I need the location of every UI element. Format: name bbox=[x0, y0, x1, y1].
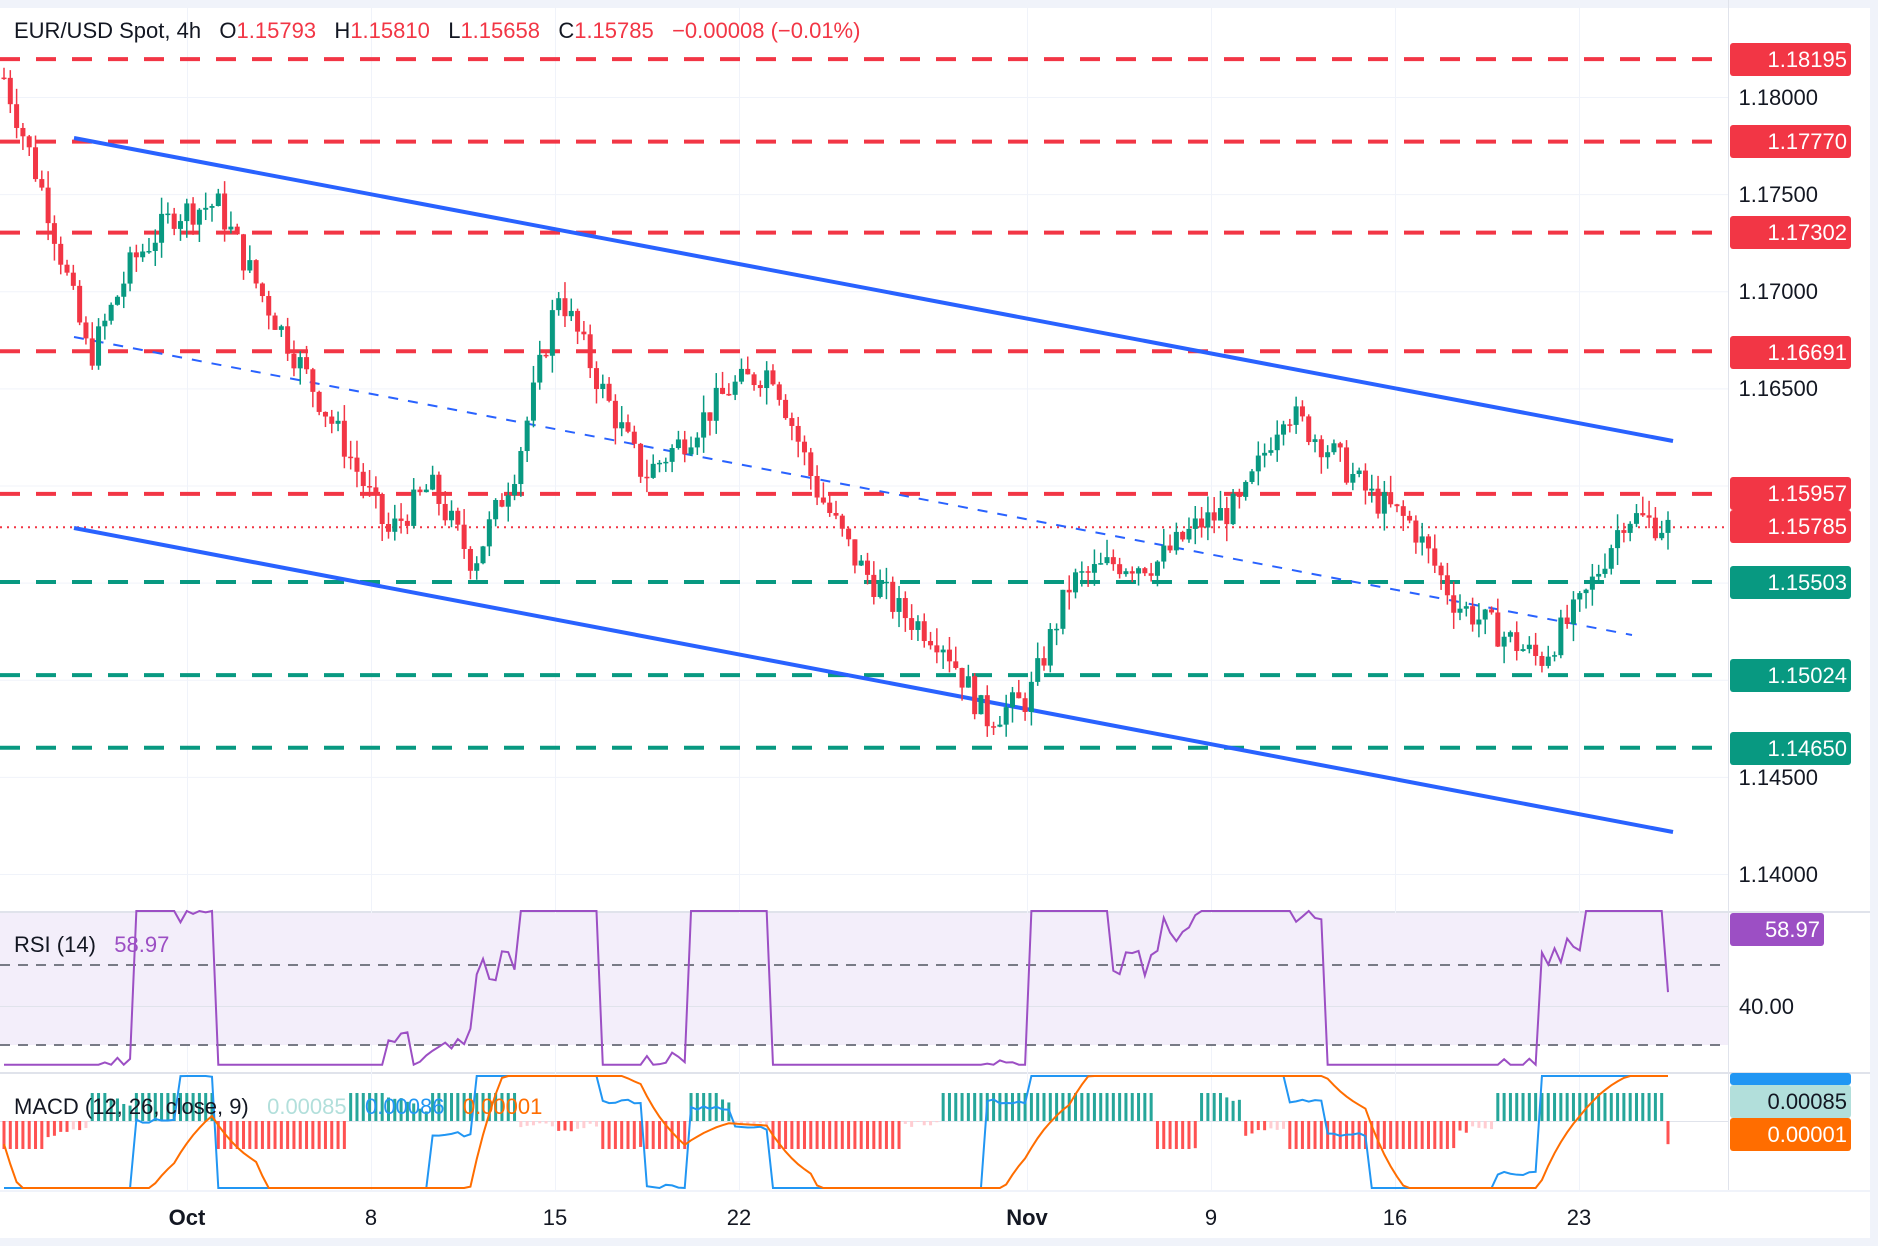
date-tick: 22 bbox=[726, 1205, 752, 1230]
low-value: 1.15658 bbox=[460, 18, 540, 43]
date-tick: 9 bbox=[1204, 1205, 1218, 1230]
support-tag: 1.15503 bbox=[1730, 566, 1851, 599]
resistance-tag: 1.15957 bbox=[1730, 477, 1851, 510]
rsi-value-tag: 58.97 bbox=[1730, 913, 1824, 946]
price-tick: 1.16500 bbox=[1738, 376, 1818, 401]
low-label: L bbox=[448, 18, 461, 43]
rsi-legend: RSI (14) 58.97 bbox=[14, 932, 169, 958]
macd-legend: MACD (12, 26, close, 9) 0.00085 0.00086 … bbox=[14, 1094, 542, 1120]
price-tick: 1.14000 bbox=[1738, 862, 1818, 887]
date-tick: 8 bbox=[364, 1205, 378, 1230]
macd-histogram-tag: 0.00085 bbox=[1730, 1085, 1851, 1118]
macd-signal-tag: 0.00001 bbox=[1730, 1118, 1851, 1151]
rsi-label: RSI (14) bbox=[14, 932, 96, 957]
high-label: H bbox=[334, 18, 351, 43]
date-tick: Nov bbox=[1006, 1205, 1048, 1230]
date-tick: Oct bbox=[168, 1205, 206, 1230]
rsi-value: 58.97 bbox=[114, 932, 170, 957]
symbol-label: EUR/USD Spot, 4h bbox=[14, 18, 202, 43]
resistance-tag: 1.18195 bbox=[1730, 43, 1851, 76]
macd-line-value: 0.00086 bbox=[364, 1094, 445, 1119]
open-label: O bbox=[219, 18, 237, 43]
high-value: 1.15810 bbox=[350, 18, 430, 43]
resistance-tag: 1.17302 bbox=[1730, 216, 1851, 249]
rsi-tick: 40.00 bbox=[1738, 994, 1794, 1019]
close-label: C bbox=[558, 18, 575, 43]
macd-signal-value: 0.00001 bbox=[462, 1094, 543, 1119]
date-tick: 16 bbox=[1382, 1205, 1408, 1230]
ohlc-legend: EUR/USD Spot, 4h O1.15793 H1.15810 L1.15… bbox=[14, 18, 860, 44]
support-tag: 1.15024 bbox=[1730, 659, 1851, 692]
price-tick: 1.17000 bbox=[1738, 279, 1818, 304]
change-value: −0.00008 (−0.01%) bbox=[672, 18, 861, 43]
open-value: 1.15793 bbox=[236, 18, 317, 43]
price-tick: 1.17500 bbox=[1738, 182, 1818, 207]
price-tick: 1.14500 bbox=[1738, 765, 1818, 790]
close-value: 1.15785 bbox=[574, 18, 654, 43]
macd-label: MACD (12, 26, close, 9) bbox=[14, 1094, 249, 1119]
date-tick: 23 bbox=[1566, 1205, 1592, 1230]
support-tag: 1.14650 bbox=[1730, 732, 1851, 765]
resistance-tag: 1.16691 bbox=[1730, 336, 1851, 369]
date-tick: 15 bbox=[542, 1205, 568, 1230]
resistance-tag: 1.17770 bbox=[1730, 125, 1851, 158]
price-tick: 1.18000 bbox=[1738, 85, 1818, 110]
macd-histogram-value: 0.00085 bbox=[267, 1094, 347, 1119]
macd-line-tag bbox=[1730, 1073, 1851, 1085]
last-price-tag: 1.15785 bbox=[1730, 510, 1851, 543]
